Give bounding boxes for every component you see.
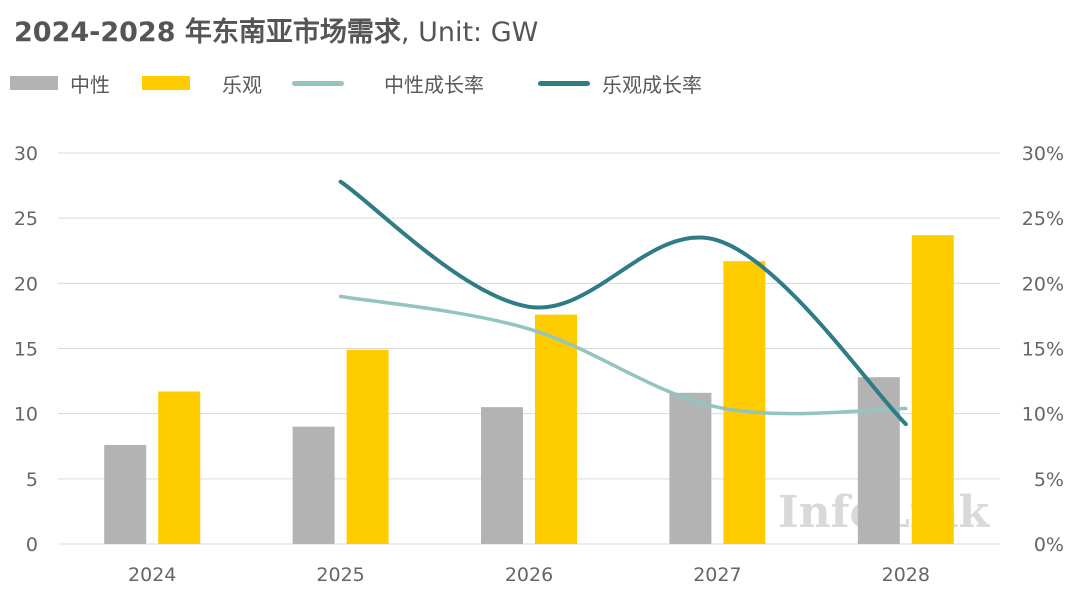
y-axis-left-ticks: 0 5 10 15 20 25 30 [14,143,38,556]
bar-neutral [857,377,900,544]
line-optimistic-growth [338,179,908,427]
bar-series [104,235,954,545]
legend-label-neutral: 中性 [70,72,110,97]
x-tick-label: 2025 [316,564,364,586]
y-right-tick-label: 30% [1022,143,1064,165]
legend-item-optimistic: 乐观 [142,66,262,100]
y-left-tick-label: 15 [14,339,38,361]
chart-title-unit: , Unit: GW [400,17,539,48]
chart-legend: 中性 乐观 中性成长率 乐观成长率 [10,66,770,100]
y-right-tick-label: 20% [1022,273,1064,295]
bar-optimistic [723,261,766,544]
y-left-tick-label: 20 [14,273,38,295]
bar-optimistic [158,391,201,544]
legend-item-neutral-growth: 中性成长率 [292,66,484,100]
x-tick-label: 2028 [882,564,930,586]
y-right-tick-label: 5% [1034,469,1064,491]
legend-swatch-neutral [10,76,58,90]
y-left-tick-label: 30 [14,143,38,165]
chart-title: 2024-2028 年东南亚市场需求, Unit: GW [14,10,538,49]
bar-optimistic [911,235,954,545]
y-right-tick-label: 15% [1022,339,1064,361]
chart-title-main: 2024-2028 年东南亚市场需求 [14,17,401,48]
bar-neutral [669,392,712,544]
growth-lines [338,179,908,427]
legend-item-optimistic-growth: 乐观成长率 [538,66,702,100]
line-neutral-growth [338,294,908,416]
legend-label-optimistic: 乐观 [222,72,262,97]
bar-optimistic [346,349,389,544]
y-left-tick-label: 25 [14,208,38,230]
y-left-tick-label: 5 [26,469,38,491]
y-right-tick-label: 25% [1022,208,1064,230]
y-right-tick-label: 10% [1022,404,1064,426]
bar-neutral [104,444,147,544]
bar-optimistic [535,314,577,544]
bar-neutral [481,407,523,544]
legend-swatch-optimistic-growth [538,80,590,86]
x-axis-ticks: 2024 2025 2026 2027 2028 [128,564,930,586]
legend-item-neutral: 中性 [10,66,110,100]
legend-label-neutral-growth: 中性成长率 [384,72,484,97]
y-axis-right-ticks: 0% 5% 10% 15% 20% 25% 30% [1022,143,1064,556]
y-left-tick-label: 0 [26,534,38,556]
x-tick-label: 2026 [505,564,553,586]
legend-swatch-optimistic [142,76,190,90]
bar-neutral [292,426,335,544]
legend-label-optimistic-growth: 乐观成长率 [602,72,702,97]
x-tick-label: 2024 [128,564,176,586]
y-left-tick-label: 10 [14,404,38,426]
x-tick-label: 2027 [693,564,741,586]
y-right-tick-label: 0% [1034,534,1064,556]
legend-swatch-neutral-growth [292,80,344,86]
